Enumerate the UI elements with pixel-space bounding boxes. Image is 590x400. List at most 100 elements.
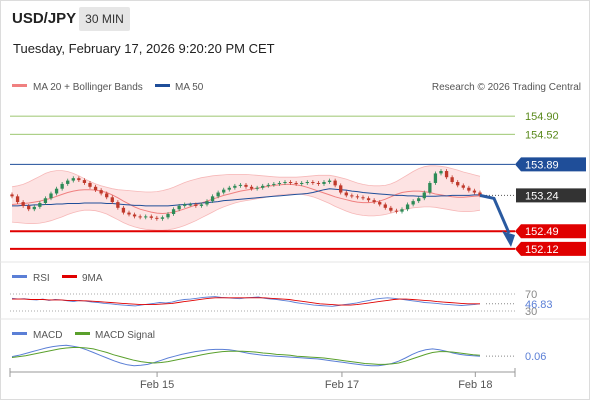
candle: [361, 197, 365, 199]
pivot-box: [515, 157, 586, 172]
macd-current-value: 0.06: [525, 351, 546, 363]
candle: [132, 214, 137, 217]
candle: [400, 209, 404, 212]
candle: [77, 178, 81, 181]
candle: [461, 185, 465, 188]
candle: [311, 182, 315, 184]
candle: [272, 183, 276, 185]
ma50-legend-label: MA 50: [175, 82, 204, 93]
resistance-label: 154.52: [525, 129, 559, 141]
candle: [417, 198, 421, 202]
datetime-label: Tuesday, February 17, 2026 9:20:20 PM CE…: [13, 41, 275, 56]
macd-legend-swatch: [12, 332, 27, 335]
macd-signal-line: [11, 347, 481, 365]
support-box: [515, 224, 586, 239]
candle: [333, 180, 337, 186]
candle: [110, 197, 114, 203]
macd-legend-label: MACD: [33, 330, 62, 341]
candle: [366, 198, 371, 201]
current-price-label: 153.24: [525, 190, 559, 202]
candle: [10, 194, 14, 197]
price-plot: [10, 165, 482, 231]
ma50-line: [12, 188, 480, 207]
candle: [43, 198, 48, 204]
candle: [450, 177, 454, 183]
candle: [389, 207, 393, 211]
rsi-ma-legend-label: 9MA: [82, 273, 103, 284]
candle: [66, 180, 70, 184]
candle: [316, 182, 321, 184]
candle: [238, 184, 243, 186]
candle: [372, 200, 376, 203]
candle: [138, 216, 142, 218]
x-tick-label: Feb 18: [458, 379, 492, 391]
timeframe-button[interactable]: 30 MIN: [79, 7, 130, 31]
resistance-label: 154.90: [525, 111, 559, 123]
candle: [54, 188, 59, 194]
current-price-box: [516, 188, 586, 203]
candle: [21, 202, 25, 206]
candle: [194, 204, 198, 206]
candle: [38, 203, 42, 207]
candle: [244, 184, 248, 187]
levels: 154.90 154.52 153.89 153.24 152.49 152.12: [10, 111, 586, 256]
candle: [277, 182, 282, 184]
candle: [15, 196, 20, 203]
candle: [344, 192, 348, 196]
candle: [411, 201, 415, 205]
candle: [199, 204, 204, 206]
watermark: Research © 2026 Trading Central: [432, 82, 581, 93]
rsi-current-value: 46.83: [525, 299, 553, 311]
candle: [467, 187, 471, 191]
candle: [49, 193, 53, 199]
candle: [305, 182, 309, 184]
candle: [444, 171, 449, 178]
x-tick-label: Feb 17: [325, 379, 359, 391]
candle: [88, 182, 92, 187]
candle: [177, 205, 181, 210]
rsi-legend-label: RSI: [33, 273, 50, 284]
rsi-ma-legend-swatch: [62, 275, 77, 278]
rsi-ma-line: [12, 297, 480, 306]
candle: [300, 182, 304, 184]
support-label: 152.49: [525, 226, 559, 238]
rsi-level-label: 70: [525, 289, 537, 301]
candle: [166, 214, 170, 218]
candle: [210, 196, 215, 202]
candle: [32, 206, 36, 210]
candle: [121, 207, 126, 213]
candle: [266, 184, 270, 186]
candle: [171, 209, 176, 215]
macd-signal-legend-label: MACD Signal: [95, 330, 155, 341]
candle: [383, 204, 387, 208]
candle: [116, 202, 120, 208]
pivot-label: 153.89: [525, 159, 559, 171]
ma20-line: [11, 183, 481, 215]
candle: [99, 190, 103, 194]
candle: [394, 210, 399, 212]
symbol-title: USD/JPY: [12, 10, 77, 27]
candle: [339, 185, 343, 193]
candle: [261, 185, 265, 188]
forecast-arrow-head: [502, 231, 515, 248]
candle: [378, 202, 382, 205]
candle: [205, 201, 209, 205]
candle: [433, 173, 438, 183]
candle: [216, 192, 220, 197]
macd-signal-legend-swatch: [75, 332, 90, 335]
candle: [350, 195, 354, 197]
candle: [249, 186, 254, 189]
candle: [355, 196, 360, 198]
candle: [27, 205, 31, 210]
support-label: 152.12: [525, 244, 559, 256]
macd-line: [11, 344, 481, 367]
candle: [233, 185, 237, 188]
candle: [478, 192, 482, 196]
x-axis: Feb 15 Feb 17 Feb 18: [9, 368, 516, 391]
ma20-legend-label: MA 20 + Bollinger Bands: [33, 82, 143, 93]
macd-plot: 0.06: [11, 344, 546, 367]
candle: [155, 217, 159, 219]
candle: [160, 217, 165, 219]
